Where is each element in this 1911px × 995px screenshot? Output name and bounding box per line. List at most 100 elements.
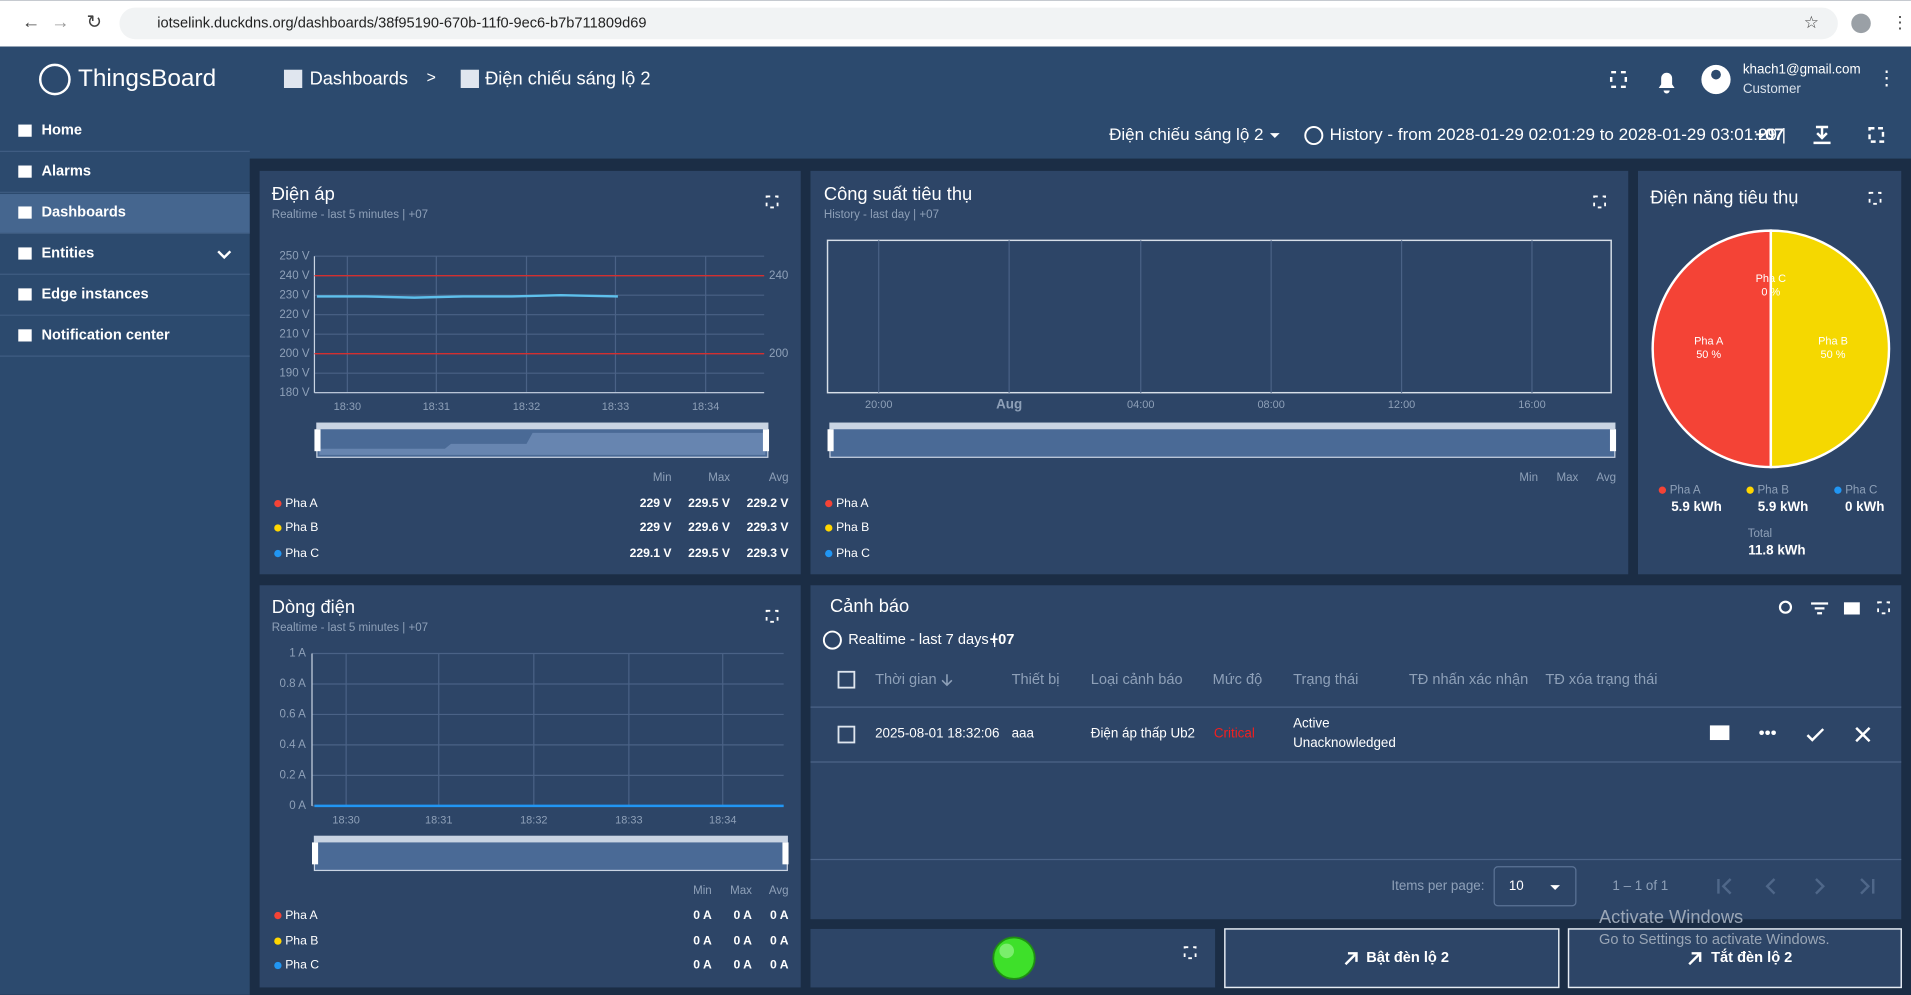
off-label[interactable]: Tắt đèn lộ 2 [1711,948,1792,966]
menu-icon [18,247,32,260]
fullscreen-button[interactable] [1609,70,1628,89]
ack-button[interactable] [1806,728,1825,742]
navigator-handle[interactable] [827,429,834,452]
widget-fullscreen[interactable] [1593,195,1607,209]
row-checkbox[interactable] [837,725,856,744]
items-per-page-value[interactable]: 10 [1509,878,1524,893]
column-header[interactable]: TĐ nhấn xác nhận [1409,672,1528,688]
filter-button[interactable] [1811,602,1829,615]
navigator-handle[interactable] [314,429,321,452]
legend-value: 0 A [770,933,789,947]
menu-item[interactable]: Alarms [41,163,91,179]
legend-dot [1746,486,1754,494]
page-size-select[interactable] [1493,866,1577,907]
column-header[interactable]: TĐ xóa trạng thái [1545,672,1657,688]
timewindow[interactable]: History - from 2028-01-29 02:01:29 to 20… [1330,125,1786,144]
cell-time: 2025-08-01 18:32:06 [875,725,999,740]
widget-fullscreen[interactable] [1877,601,1890,615]
menu-selected-bg [0,194,250,234]
widget-title: Dòng điện [272,596,355,617]
bookmark-star[interactable]: ☆ [1804,13,1819,32]
column-header[interactable]: Mức độ [1213,672,1263,688]
total-name: Total [1748,528,1772,540]
export-button[interactable] [1813,125,1831,145]
led-highlight [999,943,1014,959]
power-plot-frame [826,239,1612,394]
legend-dot [825,524,833,532]
legend-header: Min [1519,472,1538,484]
alarm-timewindow[interactable]: Realtime - last 7 days | [848,632,996,648]
total-value: 11.8 kWh [1748,543,1805,558]
navigator-handle[interactable] [1609,429,1617,452]
navigator-handle[interactable] [762,429,770,452]
legend-header: Avg [769,472,789,484]
column-header[interactable]: Thời gian [875,672,937,688]
alarm-timezone[interactable]: +07 [990,632,1015,648]
menu-icon [18,124,32,137]
legend-name: Pha B [1757,484,1789,496]
widget-title: Cảnh báo [830,595,909,616]
profile-avatar[interactable] [1851,13,1871,34]
legend-name: Pha C [836,546,870,560]
legend-value: 229 V [640,496,673,510]
back-button[interactable]: ← [22,11,40,32]
x-tick-label: 18:32 [520,814,547,826]
address-bar[interactable] [119,7,1838,40]
reload-button[interactable]: ↻ [87,11,102,32]
url: iotselink.duckdns.org/dashboards/38f9519… [157,15,646,31]
timewindow-timezone[interactable]: +07 [1755,125,1784,144]
menu-item[interactable]: Edge instances [41,286,148,302]
column-header[interactable]: Trạng thái [1293,672,1358,688]
on-button[interactable] [1224,928,1560,989]
x-tick-label: 18:31 [423,401,450,413]
dashboard-fullscreen[interactable] [1868,127,1885,143]
x-tick-label: 18:30 [334,401,361,413]
navigator-bar [829,423,1615,430]
x-tick-label: 08:00 [1257,399,1284,411]
clear-button[interactable] [1855,726,1871,743]
widget-fullscreen[interactable] [765,195,779,209]
y-tick-label: 0.6 A [280,709,307,721]
forward-button[interactable]: → [51,11,69,32]
column-header[interactable]: Thiết bị [1012,672,1060,688]
select-all-checkbox[interactable] [837,670,856,689]
menu-item[interactable]: Home [41,123,82,139]
dashboards-icon [283,69,303,88]
y-tick-label: 200 V [279,348,310,360]
on-label[interactable]: Bật đèn lộ 2 [1366,950,1449,966]
widget-fullscreen[interactable] [765,609,779,623]
state-select[interactable]: Điện chiếu sáng lộ 2 [1109,125,1263,144]
widget-fullscreen[interactable] [1183,946,1197,960]
menu-item[interactable]: Entities [41,245,94,261]
widget-fullscreen[interactable] [1868,191,1882,205]
legend-value: 229.1 V [630,546,673,560]
widget-subtitle: History - last day | +07 [824,209,939,221]
menu-item[interactable]: Dashboards [41,204,125,220]
notifications-button[interactable] [1658,72,1675,94]
column-header[interactable]: Loại cảnh báo [1091,672,1183,688]
legend-value: 0 A [693,908,712,922]
legend-dot [274,499,282,508]
menu-icon [18,165,32,178]
widget-title: Điện năng tiêu thụ [1650,187,1798,208]
columns-button[interactable] [1843,602,1860,615]
comment-button[interactable] [1709,725,1730,741]
navigator-handle[interactable] [312,842,319,865]
search-button[interactable] [1778,600,1793,614]
menu-item[interactable]: Notification center [41,327,170,343]
slice-name: Pha C [1756,273,1787,285]
voltage-navigator-area [319,432,766,455]
x-tick-label: 04:00 [1127,399,1154,411]
more-button[interactable]: ••• [1759,723,1777,742]
y-tick-label: 180 V [279,387,310,399]
user-menu[interactable]: ⋮ [1877,68,1897,90]
browser-menu[interactable]: ⋮ [1892,13,1909,32]
slice-label: 0 % [1761,287,1780,299]
legend-dot [274,937,282,945]
off-button[interactable] [1567,928,1902,989]
breadcrumb-link[interactable]: Dashboards [310,67,408,88]
y-tick-label: 190 V [279,367,310,379]
legend-name: Pha C [1845,484,1877,496]
navigator-handle[interactable] [782,842,789,865]
